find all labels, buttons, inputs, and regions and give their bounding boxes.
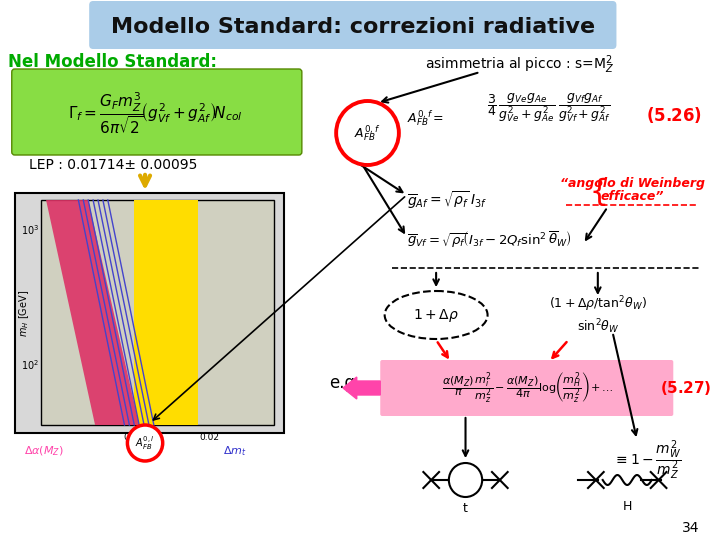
Text: 34: 34 bbox=[682, 521, 700, 535]
Text: $\Delta\alpha(M_Z)$: $\Delta\alpha(M_Z)$ bbox=[24, 444, 64, 458]
Text: $\mathbf{(5.26)}$: $\mathbf{(5.26)}$ bbox=[647, 105, 702, 125]
Polygon shape bbox=[46, 200, 139, 425]
Text: $(1+\Delta\rho/\tan^2\!\theta_W)$
$\sin^2\!\theta_W$: $(1+\Delta\rho/\tan^2\!\theta_W)$ $\sin^… bbox=[549, 294, 647, 335]
Bar bbox=[41, 200, 274, 425]
Text: $10^3$: $10^3$ bbox=[21, 223, 39, 237]
Text: $10^2$: $10^2$ bbox=[21, 358, 39, 372]
Text: efficace”: efficace” bbox=[600, 191, 664, 204]
Text: $A_{FB}^{0,f}=$: $A_{FB}^{0,f}=$ bbox=[407, 108, 444, 128]
Text: e.g.: e.g. bbox=[329, 374, 361, 392]
Text: t: t bbox=[463, 502, 468, 515]
FancyBboxPatch shape bbox=[12, 69, 302, 155]
Text: $\dfrac{\alpha(M_Z)}{\pi}\dfrac{m_i^2}{m_z^2} - \dfrac{\alpha(M_Z)}{4\pi}\log\!\: $\dfrac{\alpha(M_Z)}{\pi}\dfrac{m_i^2}{m… bbox=[441, 370, 613, 406]
Text: 0.02: 0.02 bbox=[199, 433, 220, 442]
Text: $1+\Delta\rho$: $1+\Delta\rho$ bbox=[413, 307, 459, 323]
Circle shape bbox=[336, 101, 399, 165]
Text: $\equiv 1 - \dfrac{m_W^2}{m_Z^2}$: $\equiv 1 - \dfrac{m_W^2}{m_Z^2}$ bbox=[613, 438, 681, 482]
FancyBboxPatch shape bbox=[380, 360, 673, 416]
Text: Nel Modello Standard:: Nel Modello Standard: bbox=[8, 53, 217, 71]
Text: $\Delta m_t$: $\Delta m_t$ bbox=[223, 444, 247, 458]
Text: asimmetria al picco : s=M$_Z^2$: asimmetria al picco : s=M$_Z^2$ bbox=[425, 53, 614, 76]
Text: $\}$: $\}$ bbox=[592, 174, 610, 206]
Text: “angolo di Weinberg: “angolo di Weinberg bbox=[559, 177, 705, 190]
FancyArrow shape bbox=[343, 377, 380, 399]
Text: $A_{FB}^{0,f}$: $A_{FB}^{0,f}$ bbox=[354, 123, 381, 143]
Text: $\mathbf{(5.27)}$: $\mathbf{(5.27)}$ bbox=[660, 379, 712, 397]
Text: Modello Standard: correzioni radiative: Modello Standard: correzioni radiative bbox=[111, 17, 595, 37]
Text: 0.015: 0.015 bbox=[123, 433, 149, 442]
Ellipse shape bbox=[384, 291, 487, 339]
Text: $\overline{g}_{Af} = \sqrt{\rho_f}\,I_{3f}$: $\overline{g}_{Af} = \sqrt{\rho_f}\,I_{3… bbox=[407, 189, 487, 211]
Text: $\overline{g}_{Vf} = \sqrt{\rho_f}\!\left(I_{3f} - 2Q_f\sin^2\overline{\theta}_W: $\overline{g}_{Vf} = \sqrt{\rho_f}\!\lef… bbox=[407, 230, 572, 250]
Circle shape bbox=[127, 425, 163, 461]
Text: LEP : 0.01714± 0.00095: LEP : 0.01714± 0.00095 bbox=[30, 158, 198, 172]
Text: $A_{FB}^{0,l}$: $A_{FB}^{0,l}$ bbox=[135, 435, 155, 451]
Text: $\dfrac{3}{4}\,\dfrac{g_{Ve}g_{Ae}}{g_{Ve}^2+g_{Ae}^2}\;\dfrac{g_{Vf}g_{Af}}{g_{: $\dfrac{3}{4}\,\dfrac{g_{Ve}g_{Ae}}{g_{V… bbox=[487, 92, 611, 124]
Text: $m_H$ [GeV]: $m_H$ [GeV] bbox=[17, 289, 32, 336]
FancyBboxPatch shape bbox=[89, 1, 616, 49]
Text: H: H bbox=[623, 500, 632, 512]
Text: $\Gamma_f = \dfrac{G_F m_Z^3}{6\pi\sqrt{2}}\!\left(g_{Vf}^2 + g_{Af}^2\right)\!N: $\Gamma_f = \dfrac{G_F m_Z^3}{6\pi\sqrt{… bbox=[68, 90, 242, 136]
Bar bbox=[134, 200, 198, 425]
Bar bbox=[14, 193, 284, 433]
